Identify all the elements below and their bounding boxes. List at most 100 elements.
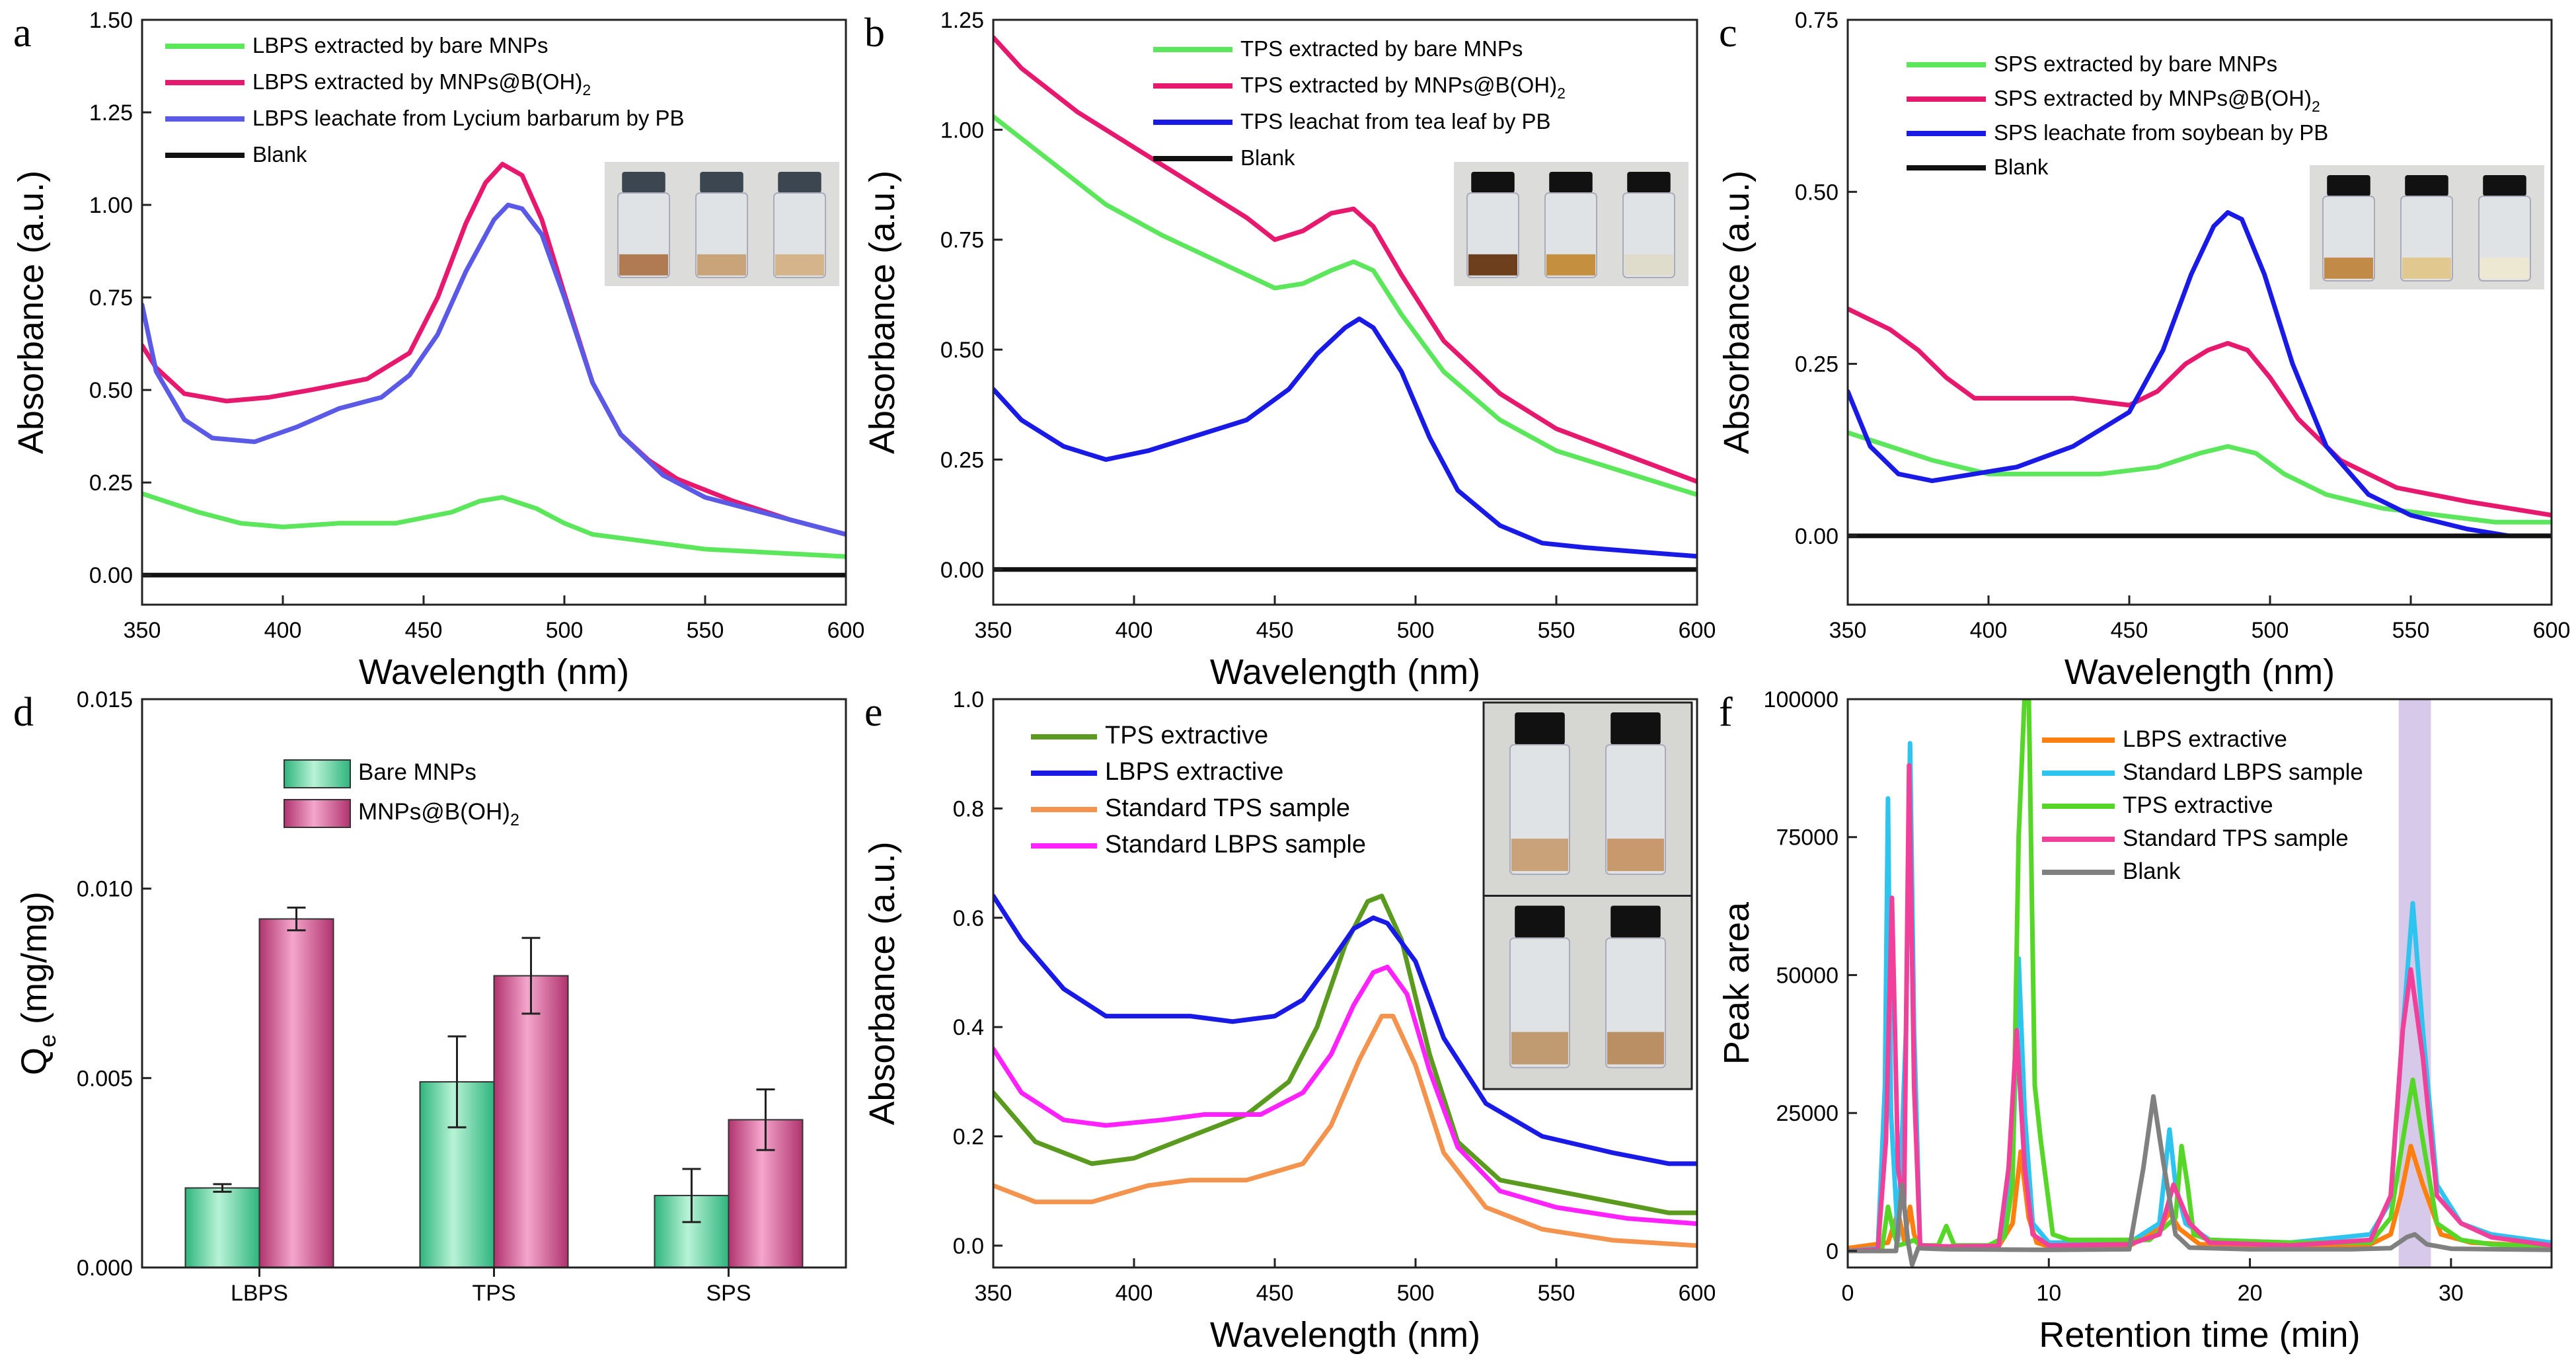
y-tick-label: 0.0 — [953, 1234, 984, 1259]
y-axis-label: Qe (mg/mg) — [15, 891, 61, 1075]
x-tick-label: 10 — [2036, 1281, 2061, 1306]
legend-label: LBPS leachate from Lycium barbarum by PB — [252, 106, 685, 130]
y-tick-label: 0.50 — [1795, 180, 1838, 205]
y-axis-label: Peak area — [1717, 901, 1757, 1065]
x-tick-label: 550 — [1538, 618, 1575, 643]
y-axis-label: Absorbance (a.u.) — [11, 170, 51, 454]
x-tick-label: 350 — [124, 618, 161, 643]
x-tick-label: 500 — [546, 618, 584, 643]
category-label: TPS — [472, 1281, 515, 1306]
y-tick-label: 1.0 — [953, 687, 984, 712]
x-tick-label: 30 — [2439, 1281, 2464, 1306]
x-tick-label: 550 — [1538, 1281, 1575, 1306]
y-tick-label: 1.25 — [89, 100, 133, 126]
legend-label: SPS extracted by MNPs@B(OH)2 — [1994, 86, 2320, 115]
x-tick-label: 400 — [1116, 618, 1153, 643]
legend: LBPS extracted by bare MNPs LBPS extracte… — [165, 33, 685, 167]
x-axis-label: Wavelength (nm) — [1210, 652, 1480, 692]
inset-photo — [1454, 162, 1688, 286]
plot-frame — [1846, 19, 2553, 606]
vial-liquid — [2324, 257, 2373, 279]
legend-label: Standard TPS sample — [1105, 794, 1350, 822]
legend-label: TPS extracted by MNPs@B(OH)2 — [1240, 73, 1566, 102]
vial-cap — [1610, 905, 1661, 938]
panels-layer: a 350 400 450 500 550 600 0.0 0 0.25 0.50 0.75 1.00 1… — [11, 8, 2570, 1355]
panel-letter-a: a — [13, 11, 32, 56]
y-tick-label: 0 — [1826, 1239, 1838, 1264]
y-tick-label: 1.00 — [89, 193, 133, 218]
vial-cap — [1515, 712, 1565, 745]
x-tick-label: 500 — [1397, 1281, 1435, 1306]
series-line-1 — [993, 893, 1697, 1215]
vial-liquid — [1511, 839, 1568, 872]
series-line-2 — [993, 893, 1697, 1166]
vial-liquid — [775, 254, 824, 276]
legend-label: TPS extractive — [2123, 792, 2273, 818]
vial-liquid — [619, 254, 668, 276]
vial-liquid — [1607, 839, 1664, 872]
series-line-5 — [1848, 1094, 2552, 1267]
legend-label: Standard LBPS sample — [1105, 831, 1366, 858]
vial-cap — [2483, 175, 2526, 196]
legend-label: Blank — [1240, 145, 1295, 170]
vial-liquid — [1624, 254, 1673, 276]
legend-label: LBPS extractive — [2123, 726, 2287, 752]
series-line-2 — [142, 161, 846, 537]
y-tick-label: 25000 — [1776, 1101, 1838, 1126]
panel-f: f 0 10 20 30 0 25000 50000 75000 100000 Retention … — [1717, 687, 2553, 1355]
series-line-3 — [993, 317, 1697, 559]
y-tick-label: 0.4 — [953, 1015, 984, 1040]
legend-label: Standard TPS sample — [2123, 825, 2349, 851]
legend-label: LBPS extractive — [1105, 758, 1283, 786]
series-group — [1848, 210, 2552, 539]
vial-liquid — [1607, 1032, 1664, 1065]
x-axis-label: Wavelength (nm) — [1210, 1315, 1480, 1355]
series-group — [993, 893, 1697, 1248]
y-tick-label: 50000 — [1776, 963, 1838, 988]
plot-frame — [1846, 698, 2553, 1269]
x-tick-label: 600 — [1679, 1281, 1716, 1306]
bar-TPS-2 — [493, 975, 569, 1268]
series-group — [142, 161, 846, 578]
legend-label: LBPS extracted by bare MNPs — [252, 33, 549, 57]
series-line-3 — [1848, 210, 2552, 539]
vial-liquid — [1511, 1032, 1568, 1065]
legend-label: Standard LBPS sample — [2123, 759, 2363, 785]
legend-label: SPS extracted by bare MNPs — [1994, 52, 2277, 76]
vial-cap — [778, 172, 821, 193]
y-tick-label: 0.75 — [89, 285, 133, 311]
vial-cap — [1627, 172, 1671, 193]
x-axis-label: Retention time (min) — [2039, 1315, 2360, 1355]
vial-liquid — [1546, 254, 1595, 276]
legend-label: Blank — [2123, 858, 2181, 884]
x-tick-label: 400 — [1116, 1281, 1153, 1306]
panel-letter-d: d — [13, 690, 34, 735]
x-tick-label: 500 — [1397, 618, 1435, 643]
series-line-2 — [1848, 741, 2552, 1254]
legend-label: TPS extracted by bare MNPs — [1240, 36, 1523, 61]
vial-liquid — [697, 254, 746, 276]
legend-label: Bare MNPs — [358, 759, 476, 785]
panel-letter-f: f — [1719, 690, 1733, 735]
vial-cap — [2327, 175, 2370, 196]
series-line-1 — [993, 114, 1697, 498]
y-tick-label: 0.25 — [89, 471, 133, 496]
legend: TPS extractive LBPS extractive Standard TP… — [1031, 722, 1366, 858]
x-tick-label: 450 — [1256, 1281, 1294, 1306]
panel-d: d LBPS TPS SPS 0.000 0.005 0.010 0.015 Qe (mg/mg… — [13, 687, 847, 1306]
y-axis-label: Absorbance (a.u.) — [862, 841, 902, 1125]
plot-frame — [141, 698, 847, 1269]
x-tick-label: 600 — [827, 618, 865, 643]
x-tick-label: 550 — [687, 618, 724, 643]
panel-letter-e: e — [864, 690, 883, 735]
legend-swatch — [284, 759, 351, 788]
vial-cap — [700, 172, 743, 193]
plot-frame — [141, 19, 847, 606]
y-tick-label: 0.000 — [77, 1256, 133, 1281]
series-group — [993, 35, 1697, 572]
y-tick-label: 0.2 — [953, 1125, 984, 1150]
series-line-1 — [1848, 430, 2552, 525]
series-line-2 — [1848, 306, 2552, 518]
inset-photo — [1482, 701, 1693, 1090]
